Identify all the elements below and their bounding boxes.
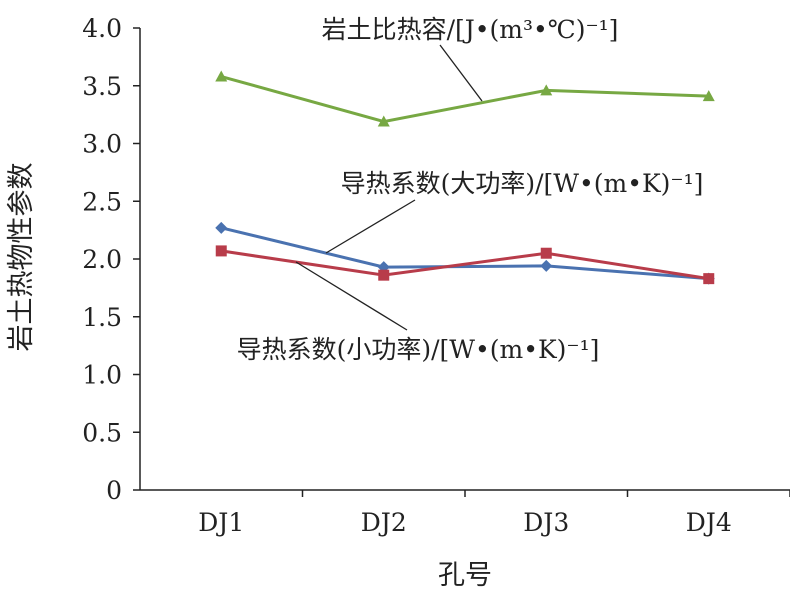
series-label-specific-heat: 岩土比热容/[J•(m³•℃)⁻¹] [322, 15, 619, 44]
annotation-leaders [295, 44, 483, 331]
data-point-triangle [377, 115, 390, 127]
leader-line [295, 261, 408, 331]
y-tick-label: 3.5 [82, 72, 122, 101]
x-tick-label: DJ2 [361, 508, 407, 537]
y-tick-label: 3.0 [82, 130, 122, 159]
x-tick-label: DJ4 [686, 508, 732, 537]
data-point-square [540, 247, 552, 259]
x-tick-label: DJ1 [198, 508, 244, 537]
data-point-diamond [215, 221, 228, 234]
series-0 [215, 70, 715, 127]
y-tick-label: 2.0 [82, 245, 122, 274]
series-label-conductivity-high: 导热系数(大功率)/[W•(m•K)⁻¹] [341, 169, 704, 198]
leader-line [325, 199, 416, 254]
y-tick-label: 0 [106, 476, 122, 505]
series-2 [215, 245, 715, 285]
x-tick-label: DJ3 [523, 508, 569, 537]
series-1 [215, 221, 715, 285]
series-group [215, 70, 715, 285]
y-tick-label: 1.5 [82, 303, 122, 332]
y-tick-label: 1.0 [82, 361, 122, 390]
x-ticks: DJ1 DJ2 DJ3 DJ4 [198, 490, 790, 537]
axes [139, 28, 790, 491]
data-point-triangle [702, 90, 715, 102]
series-line [221, 249, 709, 281]
data-point-triangle [540, 84, 553, 96]
y-tick-label: 4.0 [82, 14, 122, 43]
data-point-triangle [215, 70, 228, 82]
data-point-diamond [540, 259, 553, 272]
data-point-square [215, 245, 227, 257]
data-point-square [703, 273, 715, 285]
data-point-square [378, 269, 390, 281]
series-label-conductivity-low: 导热系数(小功率)/[W•(m•K)⁻¹] [237, 335, 600, 364]
y-axis-title: 岩土热物性参数 [6, 163, 37, 352]
series-line [220, 75, 709, 124]
y-ticks: 0 0.5 1.0 1.5 2.0 2.5 3.0 3.5 4.0 [82, 14, 140, 505]
series-line [220, 226, 709, 281]
y-tick-label: 0.5 [82, 418, 122, 447]
leader-line [439, 44, 483, 102]
x-axis-title: 孔号 [438, 560, 492, 591]
y-tick-label: 2.5 [82, 187, 122, 216]
